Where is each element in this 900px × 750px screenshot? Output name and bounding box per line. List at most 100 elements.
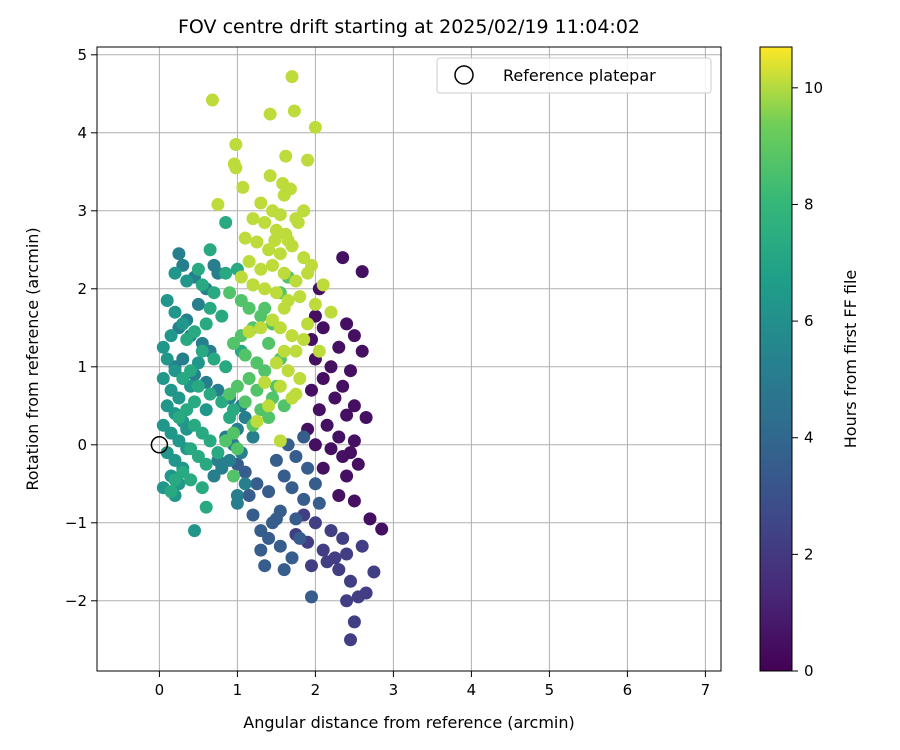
data-point	[355, 265, 369, 279]
data-point	[281, 364, 295, 378]
data-point	[344, 364, 357, 378]
data-point	[191, 379, 205, 393]
y-tick-label: 0	[77, 436, 87, 454]
data-point	[336, 251, 350, 265]
data-point	[336, 379, 350, 393]
data-point	[219, 266, 233, 280]
data-point	[289, 450, 303, 463]
data-point	[277, 469, 291, 483]
data-point	[242, 325, 256, 339]
data-point	[316, 461, 330, 475]
data-point	[258, 375, 272, 389]
data-point	[203, 434, 217, 448]
data-point	[332, 489, 346, 502]
data-point	[262, 531, 276, 545]
y-tick-label: −1	[65, 514, 87, 532]
data-point	[207, 286, 221, 300]
data-point	[367, 565, 381, 579]
data-point	[219, 360, 233, 374]
data-point	[279, 149, 293, 163]
data-point	[238, 477, 252, 491]
data-point	[242, 489, 256, 502]
data-point	[191, 297, 205, 311]
data-point	[297, 204, 311, 218]
y-axis-label: Rotation from reference (arcmin)	[23, 227, 42, 490]
data-point	[359, 411, 373, 424]
data-point	[263, 169, 277, 183]
data-point	[180, 274, 194, 288]
data-point	[312, 496, 326, 510]
data-point	[164, 329, 178, 343]
data-point	[227, 469, 240, 483]
data-point	[211, 446, 225, 460]
data-point	[287, 104, 301, 118]
data-point	[332, 340, 346, 354]
colorbar-tick-label: 10	[804, 79, 823, 97]
y-tick-label: 4	[77, 124, 87, 142]
data-point	[195, 344, 209, 358]
plot-frame	[96, 46, 722, 672]
data-point	[203, 387, 217, 401]
y-tick-label: 1	[77, 358, 87, 376]
data-point	[291, 216, 305, 229]
data-point	[229, 138, 243, 151]
colorbar: 0 2 4 6 8 10 Hours from first FF file	[759, 46, 860, 680]
data-point	[340, 408, 354, 422]
data-point	[258, 364, 272, 378]
data-point	[273, 208, 287, 222]
data-point	[340, 317, 354, 331]
y-tick-label: −2	[65, 592, 87, 610]
data-point	[156, 372, 170, 385]
colorbar-tick-label: 6	[804, 312, 814, 330]
data-point	[254, 196, 268, 210]
data-point	[223, 411, 237, 424]
data-point	[328, 551, 342, 565]
data-point	[262, 411, 276, 424]
data-point	[308, 477, 322, 491]
data-point	[263, 107, 277, 121]
colorbar-ticks: 0 2 4 6 8 10	[792, 79, 823, 680]
data-point	[293, 290, 307, 304]
colorbar-tick-label: 8	[804, 195, 814, 213]
data-point	[238, 395, 252, 409]
data-point	[293, 372, 307, 385]
data-point	[254, 543, 268, 557]
legend-label-reference: Reference platepar	[503, 66, 656, 85]
x-tick-label: 1	[233, 681, 243, 699]
data-point	[188, 524, 201, 538]
data-point	[242, 372, 256, 385]
data-point	[246, 430, 260, 444]
data-point	[203, 301, 217, 315]
data-point	[254, 262, 268, 276]
x-tick-label: 3	[389, 681, 399, 699]
legend-marker-reference	[454, 65, 474, 85]
data-point	[269, 512, 283, 526]
data-point	[324, 360, 338, 374]
data-point	[205, 93, 219, 107]
data-point	[340, 594, 354, 608]
colorbar-tick-label: 0	[804, 662, 814, 680]
data-point	[207, 352, 221, 366]
scatter-points	[150, 70, 389, 647]
data-point	[227, 336, 240, 350]
data-point	[277, 266, 291, 280]
data-point	[269, 356, 283, 370]
data-point	[199, 403, 213, 417]
data-point	[246, 278, 260, 292]
data-point	[223, 387, 237, 401]
data-point	[268, 233, 282, 247]
data-point	[305, 258, 318, 272]
data-point	[351, 457, 365, 471]
data-point	[172, 391, 186, 405]
data-point	[156, 340, 170, 354]
data-point	[277, 563, 291, 577]
data-point	[230, 442, 244, 456]
data-point	[273, 434, 287, 448]
y-tick-label: 3	[77, 202, 87, 220]
data-point	[340, 547, 354, 561]
data-point	[269, 286, 283, 300]
data-point	[324, 524, 338, 538]
data-point	[172, 411, 186, 424]
x-tick-label: 6	[623, 681, 633, 699]
data-point	[301, 461, 315, 475]
